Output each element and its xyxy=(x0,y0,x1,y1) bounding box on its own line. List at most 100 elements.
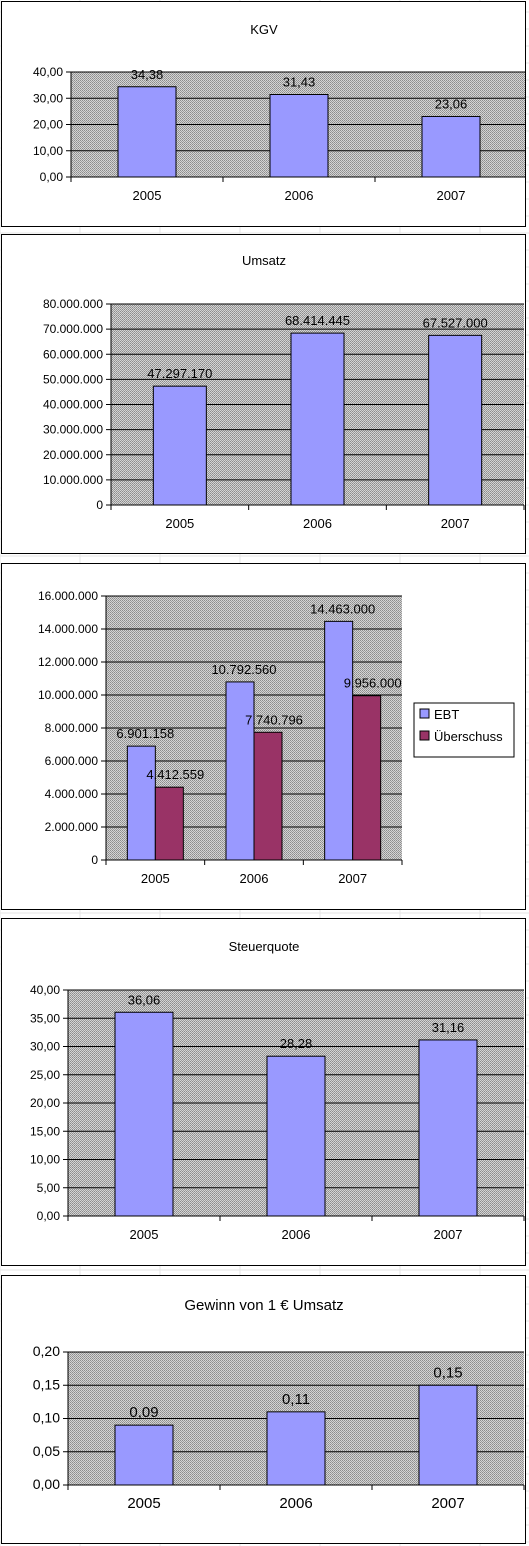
chart-kgv-data-label: 34,38 xyxy=(131,67,164,82)
chart-ebt-ueberschuss-data-label: 4.412.559 xyxy=(146,767,204,782)
chart-kgv-ytick-label: 0,00 xyxy=(40,170,64,184)
chart-umsatz-bar[interactable] xyxy=(428,334,483,506)
chart-kgv-ytick-label: 30,00 xyxy=(33,91,63,105)
chart-steuerquote-bar[interactable] xyxy=(114,1011,174,1217)
chart-kgv-title: KGV xyxy=(250,22,278,37)
chart-ebt-ueberschuss-legend-label: EBT xyxy=(434,707,459,722)
chart-umsatz-bar[interactable] xyxy=(152,385,207,506)
chart-kgv-xtick-label: 2005 xyxy=(133,188,162,203)
chart-umsatz-title: Umsatz xyxy=(242,253,286,268)
chart-umsatz-xtick-label: 2007 xyxy=(441,516,470,531)
chart-steuerquote-bar[interactable] xyxy=(418,1039,478,1217)
chart-ebt-ueberschuss-ytick-label: 4.000.000 xyxy=(45,787,99,801)
chart-steuerquote-title: Steuerquote xyxy=(229,939,300,954)
chart-umsatz-bar[interactable] xyxy=(290,332,345,506)
chart-ebt-ueberschuss-xtick-label: 2006 xyxy=(240,871,269,886)
chart-steuerquote-data-label: 28,28 xyxy=(280,1036,313,1051)
chart-ebt-ueberschuss-data-label: 6.901.158 xyxy=(116,726,174,741)
chart-steuerquote[interactable]: Steuerquote 0,00 5,00 10,00 15,00 20,00 25,00 3… xyxy=(1,918,526,1266)
chart-ebt-ueberschuss-bar[interactable] xyxy=(126,745,156,861)
chart-ebt-ueberschuss-bar[interactable] xyxy=(225,681,255,861)
chart-gewinn-bar[interactable] xyxy=(114,1424,174,1486)
chart-ebt-ueberschuss-bar[interactable] xyxy=(253,731,283,861)
chart-steuerquote-bar[interactable] xyxy=(266,1055,326,1217)
chart-kgv-bar[interactable] xyxy=(421,115,481,178)
chart-gewinn-ytick-label: 0,10 xyxy=(33,1410,60,1426)
chart-umsatz-data-label: 67.527.000 xyxy=(423,315,488,330)
chart-steuerquote-ytick-label: 0,00 xyxy=(37,1209,61,1223)
chart-steuerquote-ytick-label: 25,00 xyxy=(30,1068,60,1082)
chart-steuerquote-xtick-label: 2006 xyxy=(282,1227,311,1242)
chart-ebt-ueberschuss-svg: 0 2.000.000 4.000.000 6.000.000 8.000.000 10.… xyxy=(38,589,515,886)
chart-umsatz-ytick-label: 50.000.000 xyxy=(43,372,103,386)
chart-kgv-ytick-label: 20,00 xyxy=(33,118,63,132)
chart-kgv-xtick-label: 2007 xyxy=(437,188,466,203)
chart-gewinn-ytick-label: 0,20 xyxy=(33,1343,60,1359)
chart-ebt-ueberschuss-ytick-label: 16.000.000 xyxy=(38,589,98,603)
chart-steuerquote-data-label: 36,06 xyxy=(128,992,161,1007)
chart-steuerquote-data-label: 31,16 xyxy=(432,1020,465,1035)
chart-ebt-ueberschuss-legend-swatch xyxy=(419,730,430,741)
chart-kgv-xtick-label: 2006 xyxy=(285,188,314,203)
chart-umsatz-ytick-label: 10.000.000 xyxy=(43,473,103,487)
chart-umsatz-ytick-label: 30.000.000 xyxy=(43,423,103,437)
chart-steuerquote-ytick-label: 40,00 xyxy=(30,983,60,997)
chart-ebt-ueberschuss-xtick-label: 2007 xyxy=(338,871,367,886)
chart-umsatz-data-label: 68.414.445 xyxy=(285,313,350,328)
chart-ebt-ueberschuss-ytick-label: 0 xyxy=(91,853,98,867)
chart-ebt-ueberschuss-bar[interactable] xyxy=(154,786,184,861)
chart-steuerquote-ytick-label: 5,00 xyxy=(37,1181,61,1195)
chart-gewinn-bar[interactable] xyxy=(418,1384,478,1486)
chart-kgv-bar[interactable] xyxy=(117,86,177,178)
chart-umsatz-ytick-label: 80.000.000 xyxy=(43,297,103,311)
chart-gewinn-bar[interactable] xyxy=(266,1411,326,1486)
chart-ebt-ueberschuss-ytick-label: 10.000.000 xyxy=(38,688,98,702)
chart-kgv-ytick-label: 10,00 xyxy=(33,144,63,158)
chart-kgv-ytick-label: 40,00 xyxy=(33,65,63,79)
chart-ebt-ueberschuss-bar[interactable] xyxy=(324,620,354,861)
chart-gewinn-svg: Gewinn von 1 € Umsatz 0,00 0,05 0,10 0,15 0,2… xyxy=(33,1297,525,1512)
chart-steuerquote-xtick-label: 2005 xyxy=(130,1227,159,1242)
chart-kgv[interactable]: KGV 0,00 10,00 20,00 30,00 40,00 2005 2006 2007 3… xyxy=(1,1,526,227)
chart-umsatz-ytick-label: 40.000.000 xyxy=(43,398,103,412)
chart-gewinn-ytick-label: 0,05 xyxy=(33,1443,60,1459)
chart-ebt-ueberschuss-legend-label: Überschuss xyxy=(434,729,503,744)
chart-umsatz-svg: Umsatz 0 10.000.000 20.000.000 30.000.000 40.… xyxy=(43,253,525,531)
chart-gewinn-data-label: 0,09 xyxy=(129,1404,158,1421)
chart-ebt-ueberschuss-ytick-label: 14.000.000 xyxy=(38,622,98,636)
chart-umsatz-ytick-label: 70.000.000 xyxy=(43,322,103,336)
chart-umsatz-xtick-label: 2005 xyxy=(165,516,194,531)
chart-steuerquote-ytick-label: 20,00 xyxy=(30,1096,60,1110)
chart-steuerquote-ytick-label: 15,00 xyxy=(30,1124,60,1138)
chart-kgv-bar[interactable] xyxy=(269,93,329,178)
chart-umsatz[interactable]: Umsatz 0 10.000.000 20.000.000 30.000.000 40.… xyxy=(1,234,526,554)
chart-ebt-ueberschuss-xtick-label: 2005 xyxy=(141,871,170,886)
chart-umsatz-ytick-label: 60.000.000 xyxy=(43,347,103,361)
chart-ebt-ueberschuss-legend-swatch xyxy=(419,708,430,719)
chart-gewinn-ytick-label: 0,15 xyxy=(33,1376,60,1392)
chart-gewinn-data-label: 0,11 xyxy=(282,1391,310,1408)
chart-steuerquote-svg: Steuerquote 0,00 5,00 10,00 15,00 20,00 25,00 3… xyxy=(30,939,525,1242)
chart-umsatz-ytick-label: 0 xyxy=(96,498,103,512)
chart-ebt-ueberschuss[interactable]: 0 2.000.000 4.000.000 6.000.000 8.000.000 10.… xyxy=(1,563,526,910)
chart-gewinn-xtick-label: 2005 xyxy=(127,1495,160,1512)
chart-steuerquote-ytick-label: 30,00 xyxy=(30,1040,60,1054)
chart-ebt-ueberschuss-data-label: 14.463.000 xyxy=(310,601,375,616)
chart-ebt-ueberschuss-ytick-label: 6.000.000 xyxy=(45,754,99,768)
chart-steuerquote-xtick-label: 2007 xyxy=(434,1227,463,1242)
chart-ebt-ueberschuss-bar[interactable] xyxy=(352,695,382,861)
chart-gewinn-xtick-label: 2007 xyxy=(431,1495,464,1512)
chart-gewinn[interactable]: Gewinn von 1 € Umsatz 0,00 0,05 0,10 0,15 0,2… xyxy=(1,1275,526,1544)
chart-ebt-ueberschuss-data-label: 10.792.560 xyxy=(211,662,276,677)
chart-kgv-data-label: 23,06 xyxy=(435,96,468,111)
chart-umsatz-ytick-label: 20.000.000 xyxy=(43,448,103,462)
chart-ebt-ueberschuss-data-label: 7.740.796 xyxy=(245,712,303,727)
chart-gewinn-ytick-label: 0,00 xyxy=(33,1476,60,1492)
chart-umsatz-xtick-label: 2006 xyxy=(303,516,332,531)
chart-ebt-ueberschuss-ytick-label: 8.000.000 xyxy=(45,721,99,735)
chart-ebt-ueberschuss-ytick-label: 12.000.000 xyxy=(38,655,98,669)
chart-steuerquote-ytick-label: 35,00 xyxy=(30,1011,60,1025)
chart-gewinn-title: Gewinn von 1 € Umsatz xyxy=(184,1297,343,1314)
chart-steuerquote-ytick-label: 10,00 xyxy=(30,1153,60,1167)
chart-ebt-ueberschuss-ytick-label: 2.000.000 xyxy=(45,820,99,834)
